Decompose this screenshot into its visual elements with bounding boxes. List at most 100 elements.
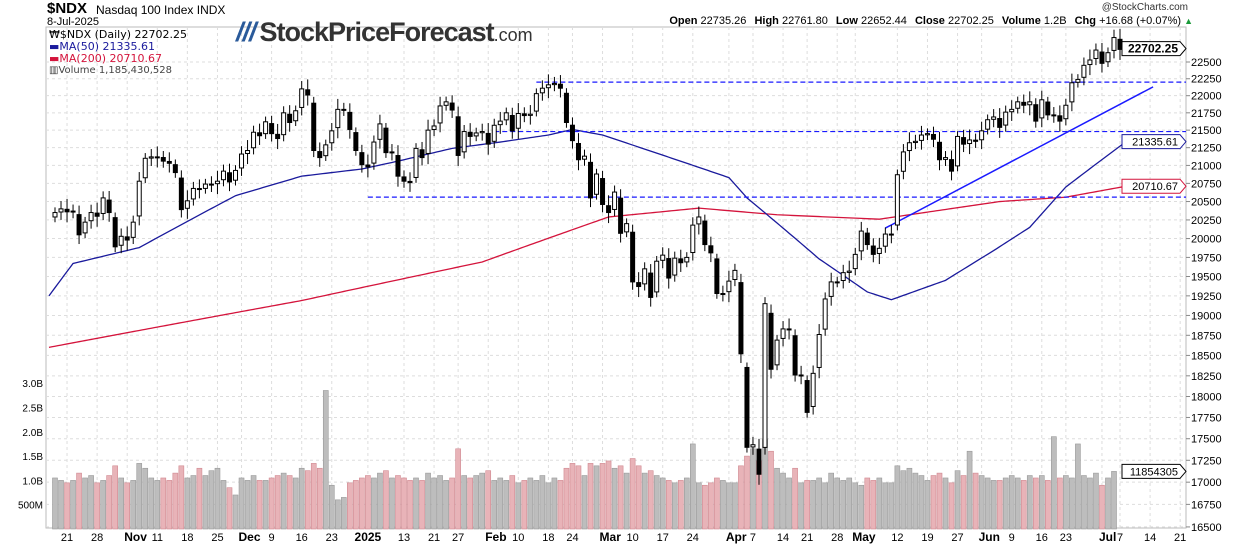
candle-body bbox=[299, 88, 305, 108]
candle bbox=[876, 237, 882, 265]
candle-body bbox=[377, 123, 383, 140]
candle bbox=[894, 169, 900, 231]
logo-text: StockPriceForecast bbox=[259, 17, 495, 47]
volume-bar bbox=[714, 477, 720, 530]
candle-body bbox=[738, 282, 744, 355]
volume-bar bbox=[413, 477, 419, 530]
value-tag bbox=[1121, 178, 1187, 194]
candle bbox=[822, 292, 828, 336]
candle bbox=[600, 170, 606, 213]
candle bbox=[840, 264, 846, 289]
volume-bar bbox=[978, 475, 985, 530]
candle bbox=[924, 128, 930, 141]
volume-bar bbox=[671, 482, 678, 530]
candle-body bbox=[822, 298, 828, 330]
candle bbox=[774, 334, 780, 371]
x-tick-label: 12 bbox=[891, 532, 903, 544]
volume-bar bbox=[696, 482, 702, 530]
y-tick-label: 22250 bbox=[1191, 74, 1222, 86]
stockcharts-credit[interactable]: @StockCharts.com bbox=[1101, 2, 1188, 13]
candle bbox=[329, 122, 335, 151]
candle-body bbox=[888, 233, 894, 236]
candle-body bbox=[852, 253, 858, 270]
candle-body bbox=[455, 116, 461, 156]
candle-body bbox=[317, 151, 323, 159]
candle bbox=[521, 107, 527, 123]
candle bbox=[762, 297, 768, 455]
volume-bar bbox=[328, 484, 335, 530]
candle-body bbox=[359, 152, 365, 166]
volume-bar bbox=[70, 480, 76, 530]
volume-bar bbox=[497, 477, 504, 530]
volume-bar bbox=[894, 465, 901, 530]
candle bbox=[82, 216, 88, 239]
volume-bar bbox=[1105, 477, 1111, 530]
x-tick-label: 18 bbox=[542, 532, 554, 544]
volume-tick-label: 3.0B bbox=[22, 379, 43, 390]
candle-body bbox=[624, 223, 630, 233]
candle-body bbox=[431, 125, 437, 131]
candle-body bbox=[52, 212, 58, 218]
legend-volume: ▥Volume 1,185,430,528 bbox=[49, 65, 172, 77]
candle bbox=[1015, 96, 1021, 114]
candle-body bbox=[581, 155, 587, 160]
volume-bar bbox=[563, 467, 570, 530]
x-tick-label: 11 bbox=[152, 532, 163, 544]
candle bbox=[76, 205, 82, 245]
candle bbox=[1075, 74, 1081, 88]
y-tick-label: 21500 bbox=[1191, 125, 1222, 137]
volume-bar bbox=[954, 470, 961, 530]
candle bbox=[678, 249, 684, 272]
candle-body bbox=[720, 293, 726, 296]
candle-body bbox=[955, 135, 961, 167]
candle-body bbox=[1057, 115, 1063, 122]
x-tick-label: May bbox=[852, 530, 876, 544]
candle bbox=[756, 438, 762, 485]
value-tag-label: 20710.67 bbox=[1132, 181, 1178, 193]
candle-body bbox=[762, 303, 768, 448]
candle-body bbox=[834, 281, 840, 284]
candle-body bbox=[732, 269, 738, 281]
volume-bar bbox=[599, 463, 606, 530]
x-tick-label: 23 bbox=[326, 532, 338, 544]
candle bbox=[912, 134, 918, 150]
candle-body bbox=[449, 102, 455, 111]
volume-bar bbox=[942, 477, 949, 530]
candle bbox=[581, 149, 587, 166]
candle-body bbox=[985, 119, 991, 130]
legend-ma50-text: MA(50) 21335.61 bbox=[59, 40, 155, 53]
candle-body bbox=[293, 110, 299, 122]
candle bbox=[973, 133, 979, 148]
candle-body bbox=[900, 151, 906, 172]
volume-bar bbox=[461, 475, 467, 530]
candle bbox=[461, 124, 467, 159]
change-label: Chg bbox=[1074, 15, 1096, 27]
value-tag-label: 21335.61 bbox=[1132, 137, 1178, 149]
candle bbox=[196, 179, 202, 199]
volume-value: 1.2B bbox=[1043, 15, 1067, 27]
candle-body bbox=[383, 127, 389, 154]
x-tick-label: 27 bbox=[452, 532, 464, 544]
volume-bar bbox=[310, 463, 317, 530]
candle-body bbox=[407, 180, 413, 184]
candle bbox=[172, 159, 178, 178]
volume-bar bbox=[395, 475, 401, 530]
candle-body bbox=[949, 159, 955, 172]
y-tick-label: 21000 bbox=[1191, 160, 1222, 172]
candle-body bbox=[1099, 51, 1105, 64]
volume-bar bbox=[136, 463, 143, 530]
candle-body bbox=[858, 230, 864, 252]
candle-body bbox=[1009, 108, 1015, 113]
volume-bar bbox=[286, 475, 293, 530]
open-value: 22735.26 bbox=[700, 15, 747, 27]
candle bbox=[943, 151, 949, 166]
x-tick-label: 28 bbox=[831, 532, 843, 544]
y-tick-label: 17500 bbox=[1191, 434, 1222, 446]
candle bbox=[672, 251, 678, 282]
candle bbox=[220, 164, 226, 187]
candle bbox=[997, 108, 1003, 138]
candle bbox=[88, 204, 94, 229]
candle-body bbox=[130, 221, 136, 238]
candle bbox=[798, 365, 804, 385]
candle bbox=[245, 140, 251, 165]
